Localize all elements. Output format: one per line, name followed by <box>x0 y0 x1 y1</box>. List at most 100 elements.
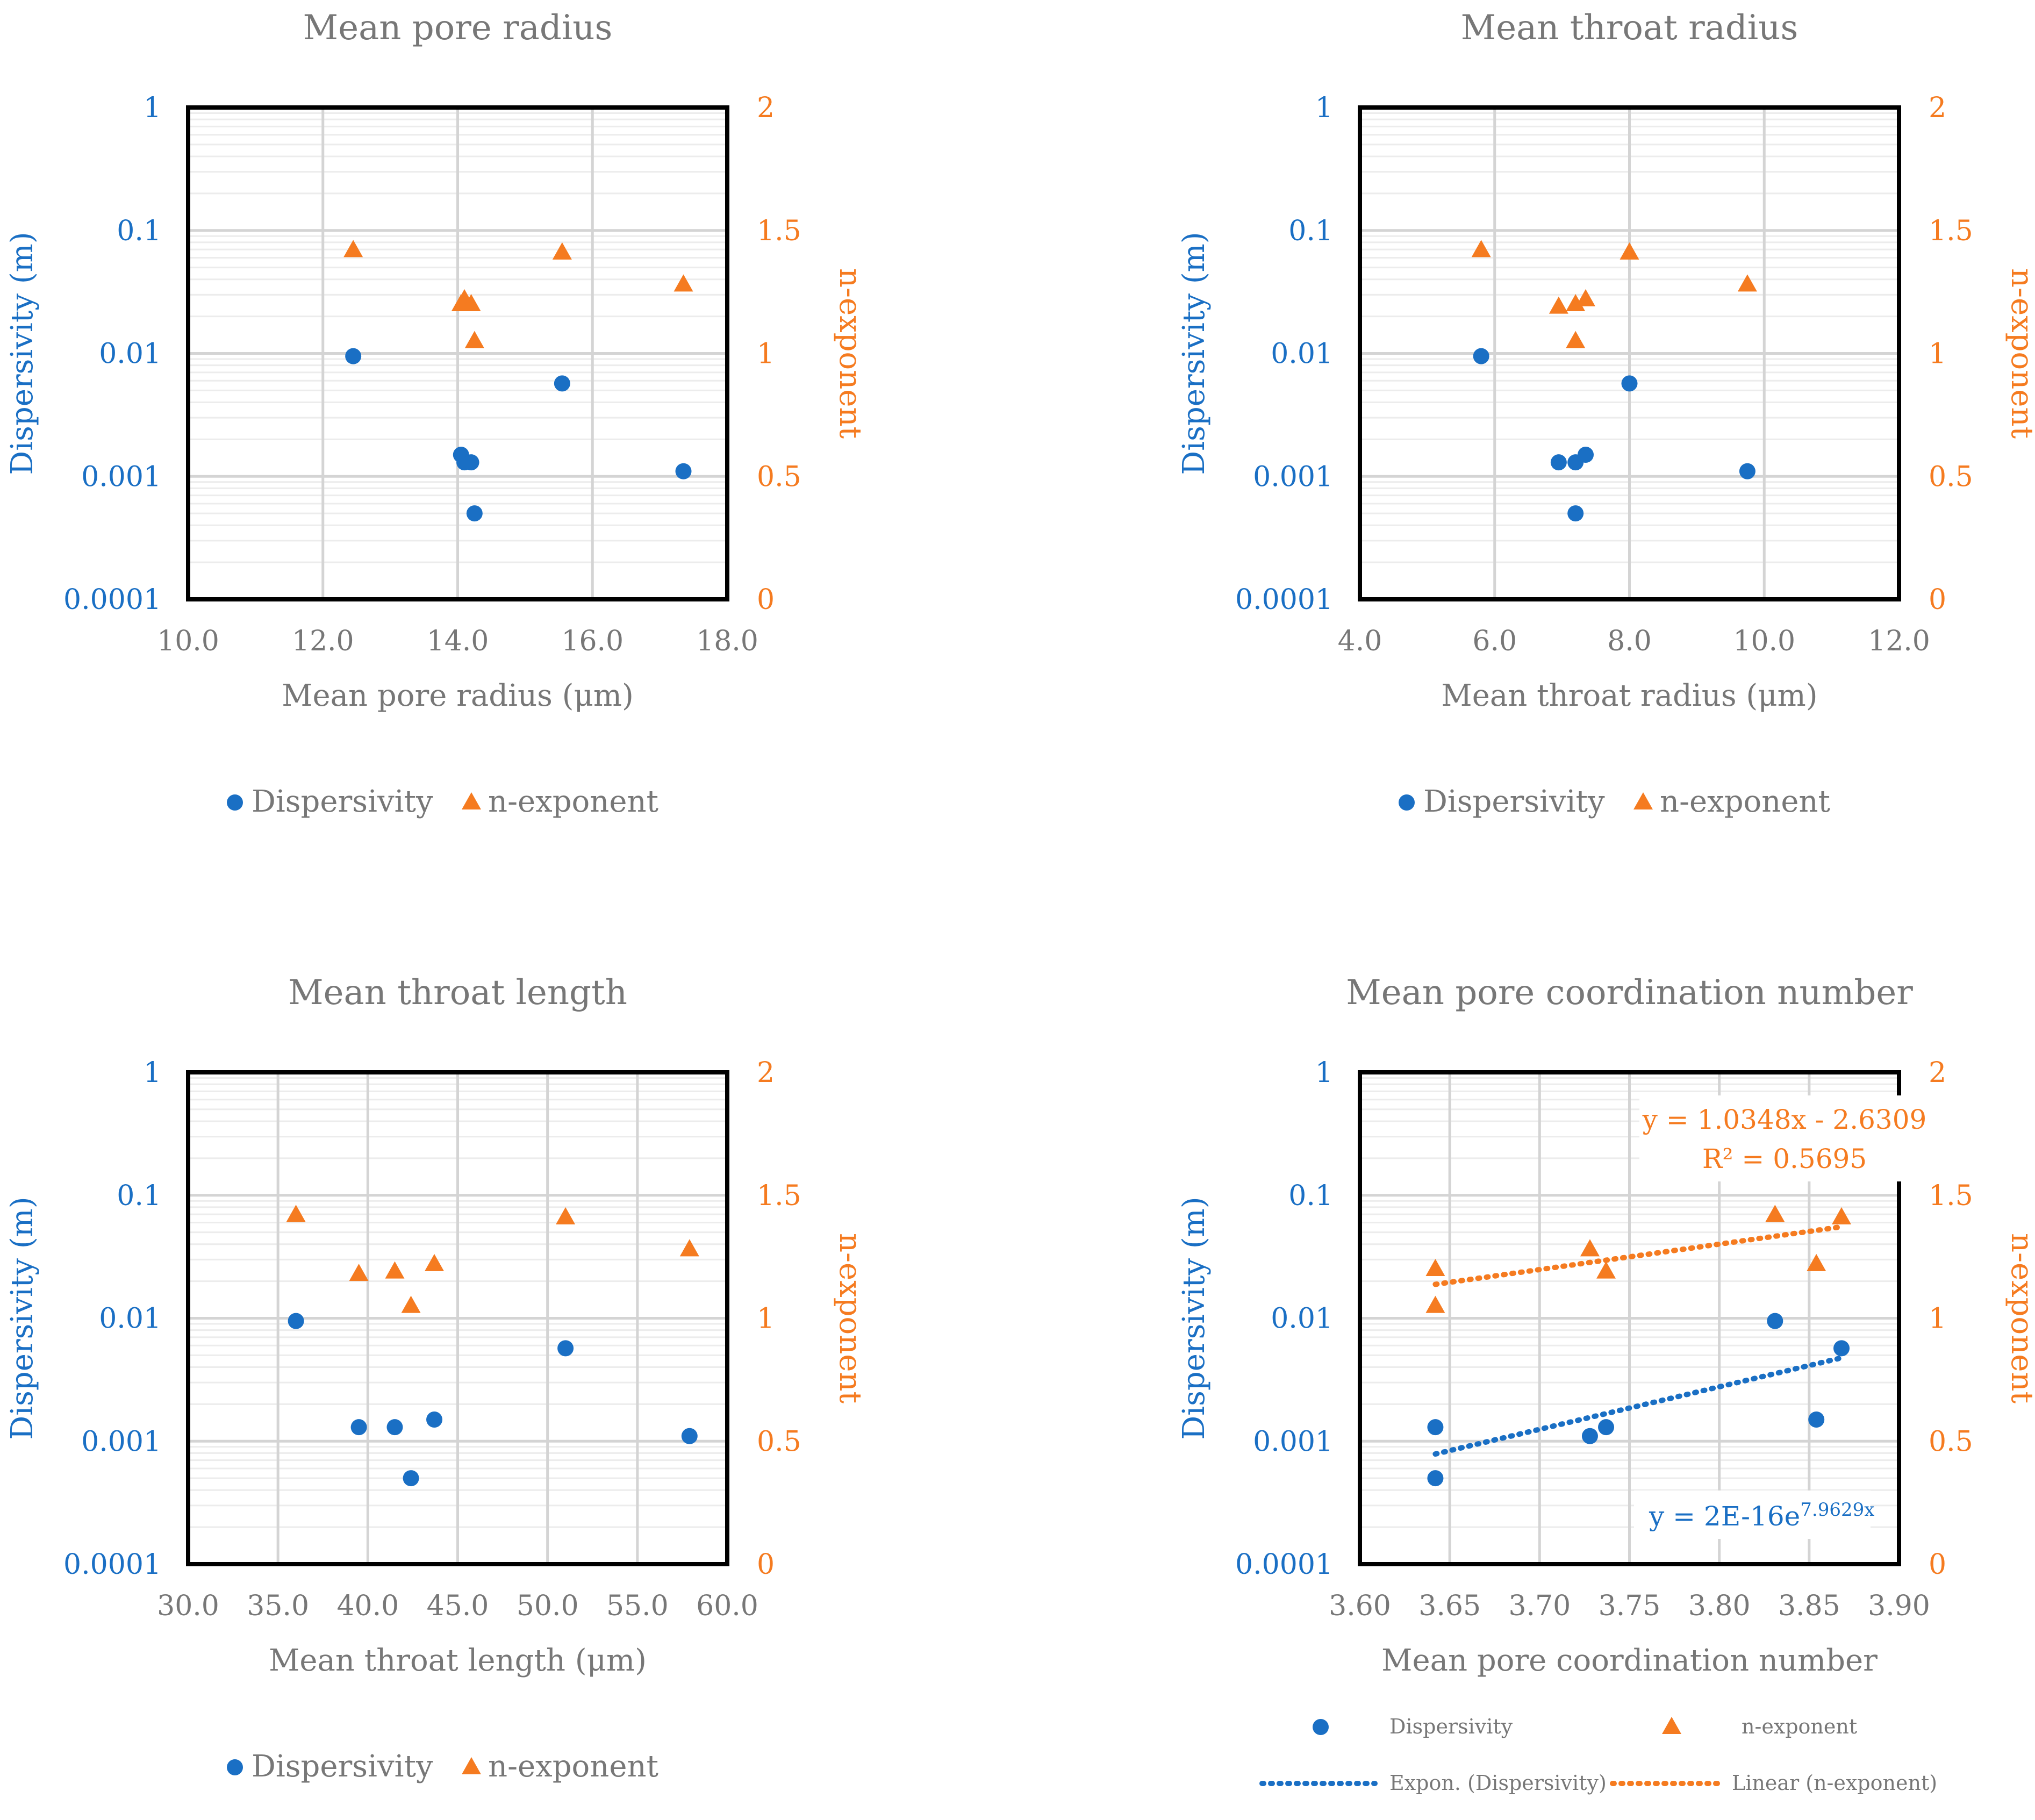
dispersivity-point <box>1767 1313 1783 1329</box>
dispersivity-point <box>1473 348 1489 364</box>
y2-tick-label: 2 <box>757 92 775 124</box>
n-exponent-point <box>461 294 481 311</box>
n-exponent-point <box>1580 1239 1600 1257</box>
x-axis-label: Mean throat radius (μm) <box>1441 678 1817 713</box>
n-exponent-point <box>1566 331 1586 348</box>
x-tick-label: 10.0 <box>157 625 219 657</box>
y-tick-label: 0.0001 <box>63 584 161 616</box>
y2-tick-label: 1.5 <box>757 1180 801 1212</box>
y-tick-label: 0.001 <box>81 461 161 493</box>
n-exponent-point <box>286 1205 306 1222</box>
dispersivity-point <box>554 375 570 392</box>
chart-throat-radius: Mean throat radius 0.0001 0.001 0.01 0.1 1 0 0.… <box>1177 8 2035 819</box>
y2-tick-label: 0.5 <box>1929 1425 1973 1458</box>
y2-tick-label: 1 <box>1929 338 1946 370</box>
legend-expon-label: Expon. (Dispersivity) <box>1389 1771 1607 1795</box>
y-tick-label: 1 <box>1315 92 1333 124</box>
y-tick-label: 0.001 <box>1253 1425 1333 1458</box>
gridlines <box>188 108 727 599</box>
dispersivity-point <box>1833 1340 1850 1357</box>
x-tick-label: 60.0 <box>696 1590 758 1622</box>
linear-equation-box <box>1639 1095 1930 1181</box>
legend-dispersivity-label: Dispersivity <box>1423 784 1605 819</box>
y-tick-label: 0.1 <box>1288 215 1333 247</box>
y2-tick-label: 0 <box>1929 1549 1946 1581</box>
y-axis-label: Dispersivity (m) <box>1177 1196 1212 1439</box>
dispersivity-point <box>681 1428 698 1444</box>
y2-tick-label: 1.5 <box>1929 1180 1973 1212</box>
x-tick-label: 35.0 <box>247 1590 309 1622</box>
x-tick-label: 8.0 <box>1607 625 1652 657</box>
x-tick-label: 3.80 <box>1688 1590 1751 1622</box>
legend-linear-label: Linear (n-exponent) <box>1732 1771 1937 1795</box>
x-tick-label: 55.0 <box>606 1590 669 1622</box>
n-exponent-point <box>1596 1261 1616 1279</box>
y2-tick-label: 1 <box>757 338 775 370</box>
legend-n-exponent-marker <box>462 1757 481 1774</box>
legend-dispersivity-label: Dispersivity <box>252 1749 433 1784</box>
x-tick-label: 50.0 <box>517 1590 579 1622</box>
n-exponent-point <box>349 1264 369 1281</box>
n-exponent-point <box>425 1253 445 1271</box>
trendline-linear-n-exponent <box>1432 1224 1844 1287</box>
legend-dispersivity-marker <box>1399 794 1415 811</box>
x-tick-label: 10.0 <box>1733 625 1795 657</box>
n-exponent-point <box>1737 274 1757 292</box>
expon-equation-box <box>1634 1491 1871 1539</box>
chart-title: Mean throat radius <box>1461 8 1798 48</box>
n-exponent-point <box>552 242 572 260</box>
y2-axis-label: n-exponent <box>833 268 868 439</box>
x-axis-label: Mean throat length (μm) <box>269 1643 647 1678</box>
dispersivity-point <box>1427 1470 1444 1487</box>
dispersivity-point <box>466 505 483 522</box>
chart-title: Mean pore radius <box>303 8 613 48</box>
dispersivity-point <box>1567 505 1584 522</box>
x-axis-label: Mean pore coordination number <box>1381 1643 1878 1678</box>
dispersivity-point <box>1581 1428 1598 1444</box>
expon-equation-exponent: 7.9629x <box>1800 1499 1874 1521</box>
y-tick-label: 0.01 <box>99 338 161 370</box>
n-exponent-point <box>385 1261 405 1279</box>
y2-tick-label: 0.5 <box>757 461 801 493</box>
dispersivity-point <box>1739 463 1755 479</box>
linear-r-squared: R² = 0.5695 <box>1702 1143 1867 1174</box>
y2-tick-label: 2 <box>1929 1057 1946 1089</box>
x-tick-label: 30.0 <box>157 1590 219 1622</box>
dispersivity-point <box>675 463 692 479</box>
y2-tick-label: 1.5 <box>1929 215 1973 247</box>
x-tick-label: 45.0 <box>427 1590 489 1622</box>
dispersivity-point <box>1427 1419 1444 1436</box>
y-tick-label: 1 <box>1315 1057 1333 1089</box>
dispersivity-point <box>557 1340 574 1357</box>
n-exponent-point <box>343 240 363 257</box>
dispersivity-point <box>1808 1411 1825 1428</box>
y2-tick-label: 2 <box>1929 92 1946 124</box>
gridlines <box>1360 1072 1899 1564</box>
y-tick-label: 0.1 <box>1288 1180 1333 1212</box>
y-tick-label: 0.001 <box>81 1425 161 1458</box>
y-tick-label: 1 <box>144 92 161 124</box>
x-tick-label: 3.60 <box>1329 1590 1391 1622</box>
dispersivity-point <box>1598 1419 1615 1436</box>
legend-n-exponent-label: n-exponent <box>488 784 659 819</box>
plot-frame <box>1358 1070 1901 1566</box>
n-exponent-point <box>1566 294 1586 311</box>
n-exponent-point <box>1832 1207 1852 1224</box>
n-exponent-point <box>1549 296 1568 314</box>
linear-equation: y = 1.0348x - 2.6309 <box>1642 1104 1927 1135</box>
y2-tick-label: 1 <box>757 1303 775 1335</box>
chart-pore-radius: Mean pore radius 0.0001 0.001 0.01 0.1 1 0 0.5 1… <box>5 8 868 819</box>
n-exponent-point <box>401 1295 421 1313</box>
legend-n-exponent-marker <box>1633 792 1653 809</box>
n-exponent-point <box>1576 289 1596 306</box>
y-tick-label: 0.001 <box>1253 461 1333 493</box>
y2-tick-label: 1 <box>1929 1303 1946 1335</box>
dispersivity-point <box>288 1313 304 1329</box>
gridlines <box>1360 108 1899 599</box>
n-exponent-point <box>1471 240 1491 257</box>
y2-tick-label: 0 <box>757 1549 775 1581</box>
y2-axis-label: n-exponent <box>2004 268 2035 439</box>
x-tick-label: 12.0 <box>1868 625 1930 657</box>
x-tick-label: 18.0 <box>696 625 758 657</box>
